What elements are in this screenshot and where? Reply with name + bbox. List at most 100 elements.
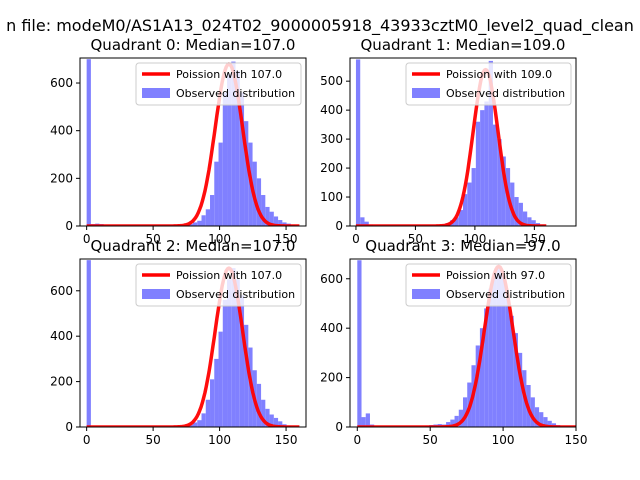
legend-label-observed: Observed distribution [176, 87, 295, 100]
histogram-bar [86, 260, 91, 427]
histogram-bar [235, 279, 240, 427]
x-tick-label: 100 [208, 232, 231, 246]
y-tick-label: 400 [50, 124, 73, 138]
histogram-bar [539, 412, 544, 427]
histogram-bar [201, 215, 206, 226]
quadrant-panel-0: 0 50 100 150 0 200 400 600 Quadrant 0: Median=10… [50, 36, 307, 246]
legend: Poission with 109.0 Observed distribution [405, 62, 572, 106]
legend-label-poisson: Poission with 109.0 [446, 68, 552, 81]
y-tick-label: 600 [50, 284, 73, 298]
x-tick-label: 150 [275, 433, 298, 447]
histogram-bar [197, 220, 202, 226]
legend-box [135, 62, 302, 106]
histogram-bar [193, 422, 198, 427]
histogram-bar [210, 195, 215, 226]
legend-label-poisson: Poission with 107.0 [176, 269, 282, 282]
histogram-bar [210, 379, 215, 427]
plot-area [355, 59, 547, 226]
histogram-bar [484, 101, 489, 226]
panel-title: Quadrant 2: Median=107.0 [91, 237, 296, 255]
legend: Poission with 107.0 Observed distribution [135, 62, 302, 106]
histogram-bar [458, 210, 463, 226]
histogram-bar [454, 217, 459, 226]
histogram-bar [522, 211, 528, 226]
histogram-bar [282, 222, 287, 226]
x-tick-label: 0 [352, 232, 360, 246]
histogram-bar [239, 295, 245, 427]
legend-box [405, 263, 572, 307]
histogram-bar [278, 421, 283, 427]
x-tick-label: 50 [145, 232, 160, 246]
histogram-bar [527, 217, 532, 226]
histogram-bar [278, 220, 283, 226]
histogram-bar [450, 419, 455, 427]
histogram-bar [269, 414, 274, 427]
y-tick-label: 0 [335, 420, 343, 434]
x-tick-label: 100 [492, 433, 515, 447]
x-tick-label: 0 [83, 232, 91, 246]
histogram-bar [231, 61, 236, 226]
histogram-bar [261, 195, 266, 226]
histogram-bar [543, 417, 548, 427]
histogram-bar [244, 121, 249, 226]
legend-bar-swatch [412, 88, 440, 98]
x-tick-label: 50 [423, 433, 438, 447]
histogram-bar [261, 399, 266, 427]
x-tick-label: 0 [83, 433, 91, 447]
histogram-bar [497, 139, 502, 226]
y-tick-label: 100 [320, 190, 343, 204]
poisson-line [355, 67, 547, 226]
histogram-bar [446, 422, 451, 427]
histogram-bar [214, 358, 219, 427]
y-tick-label: 600 [320, 272, 343, 286]
poisson-line [356, 264, 576, 427]
histogram-bar [269, 211, 274, 226]
histogram-bar [86, 59, 91, 226]
y-tick-label: 0 [335, 219, 343, 233]
histogram-bar [547, 420, 552, 427]
y-tick-label: 300 [320, 132, 343, 146]
histogram-bar [357, 260, 362, 427]
histogram-bar [496, 266, 502, 427]
histogram-bar [365, 413, 370, 427]
histogram-bar [471, 168, 476, 226]
histogram-bar [480, 110, 485, 226]
legend-bar-swatch [142, 289, 170, 299]
histogram-bar [361, 417, 366, 427]
legend-box [405, 62, 572, 106]
histogram-bar [514, 197, 519, 226]
histogram-bar [188, 424, 193, 427]
histogram-bar [273, 216, 279, 226]
histogram-bar [256, 178, 262, 226]
panel-title: Quadrant 0: Median=107.0 [91, 36, 296, 54]
histogram-bar [222, 299, 228, 427]
histogram-bar [488, 60, 493, 226]
histogram-bar [205, 209, 211, 226]
histogram-bar [509, 315, 514, 427]
legend-label-poisson: Poission with 97.0 [446, 269, 545, 282]
axes-frame [79, 57, 307, 227]
histogram-bar [531, 220, 536, 226]
histogram-bar [463, 194, 468, 226]
histogram-bar [488, 288, 493, 427]
histogram-bar [454, 415, 459, 427]
x-tick-label: 0 [353, 433, 361, 447]
y-tick-label: 0 [65, 420, 73, 434]
histogram-bar [227, 279, 232, 427]
axes-frame [349, 258, 577, 428]
legend-label-poisson: Poission with 107.0 [176, 68, 282, 81]
axes-frame [349, 57, 577, 227]
y-tick-label: 200 [320, 371, 343, 385]
histogram-bar [244, 324, 249, 427]
x-tick-label: 50 [408, 232, 423, 246]
histogram-bar [265, 408, 270, 427]
legend-label-observed: Observed distribution [176, 288, 295, 301]
histogram-bar [239, 92, 245, 226]
x-tick-label: 150 [523, 232, 546, 246]
histogram-bar [193, 222, 198, 226]
legend-label-observed: Observed distribution [446, 87, 565, 100]
histogram-bar [235, 71, 240, 226]
plot-area [86, 260, 300, 427]
